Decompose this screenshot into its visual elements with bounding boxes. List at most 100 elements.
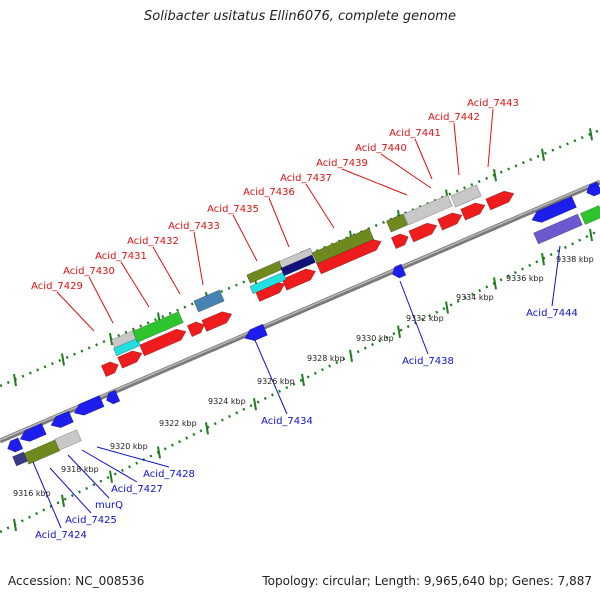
lower-major-tick [493, 277, 497, 290]
bottom-label-leader [399, 280, 429, 355]
lower-major-tick [109, 470, 113, 483]
gene-label-reverse[interactable]: Acid_7424 [35, 530, 87, 541]
feature-steelblue[interactable] [193, 289, 225, 313]
accession-label: Accession: NC_008536 [8, 574, 145, 588]
upper-major-tick [493, 169, 497, 182]
forward-gene-arrow[interactable] [201, 309, 234, 332]
reverse-gene-arrow[interactable] [530, 195, 577, 225]
feature-olive[interactable] [23, 439, 61, 465]
reverse-gene-arrow[interactable] [49, 410, 74, 431]
upper-major-tick [541, 148, 545, 161]
lower-major-tick [253, 397, 257, 411]
scale-tick-label: 9316 kbp [13, 489, 51, 498]
backbone-highlight [0, 180, 600, 441]
reverse-gene-arrow[interactable] [584, 181, 600, 199]
feature-green[interactable] [132, 311, 184, 343]
gene-label-reverse[interactable]: Acid_7427 [111, 484, 163, 495]
lower-major-tick [589, 228, 593, 242]
reverse-gene-arrow[interactable] [104, 389, 121, 406]
gene-label-reverse[interactable]: Acid_7428 [143, 469, 195, 480]
feature-purple[interactable] [533, 213, 583, 245]
top-label-leader [120, 261, 150, 308]
gene-label-forward[interactable]: Acid_7436 [243, 187, 295, 198]
top-label-leader [88, 276, 114, 324]
top-label-leader [380, 153, 432, 189]
scale-tick-label: 9330 kbp [356, 334, 394, 343]
gene-label-forward[interactable]: Acid_7435 [207, 204, 259, 215]
top-label-leader [152, 246, 181, 295]
scale-tick-label: 9322 kbp [159, 419, 197, 428]
feature-olive[interactable] [385, 213, 409, 233]
forward-gene-arrow[interactable] [460, 200, 488, 221]
scale-tick-label: 9336 kbp [506, 274, 544, 283]
top-label-leader [487, 108, 494, 168]
scale-tick-label: 9338 kbp [556, 255, 594, 264]
gene-label-forward[interactable]: Acid_7432 [127, 236, 179, 247]
gene-label-forward[interactable]: Acid_7430 [63, 266, 115, 277]
reverse-gene-arrow[interactable] [243, 323, 268, 344]
feature-gray[interactable] [54, 429, 82, 451]
lower-major-tick [541, 253, 545, 266]
reverse-gene-arrow[interactable] [72, 395, 105, 419]
bottom-label-leader [49, 467, 92, 514]
gene-label-forward[interactable]: Acid_7429 [31, 281, 83, 292]
gene-label-forward[interactable]: Acid_7437 [280, 173, 332, 184]
feature-green[interactable] [580, 205, 600, 225]
gene-label-forward[interactable]: Acid_7442 [428, 112, 480, 123]
top-label-leader [305, 183, 335, 229]
gene-label-forward[interactable]: Acid_7433 [168, 221, 220, 232]
upper-major-tick [109, 332, 113, 346]
bottom-label-leader [551, 245, 561, 307]
forward-gene-arrow[interactable] [186, 319, 206, 338]
scale-tick-label: 9334 kbp [456, 293, 494, 302]
gene-label-reverse[interactable]: Acid_7438 [402, 356, 454, 367]
scale-tick-label: 9328 kbp [307, 354, 345, 363]
feature-olive[interactable] [311, 227, 375, 265]
forward-gene-arrow[interactable] [139, 326, 189, 357]
top-label-leader [193, 231, 204, 286]
forward-gene-arrow[interactable] [390, 231, 410, 250]
feature-gray[interactable] [450, 184, 482, 208]
genome-summary: Topology: circular; Length: 9,965,640 bp… [262, 574, 592, 588]
reverse-gene-arrow[interactable] [5, 437, 24, 455]
forward-gene-arrow[interactable] [100, 359, 120, 378]
top-label-leader [341, 168, 408, 196]
gene-label-forward[interactable]: Acid_7441 [389, 128, 441, 139]
gene-features [5, 181, 600, 467]
top-label-leader [268, 197, 290, 248]
reverse-gene-arrow[interactable] [390, 263, 407, 280]
gene-label-forward[interactable]: Acid_7440 [355, 143, 407, 154]
lower-major-tick [13, 518, 17, 532]
gene-label-forward[interactable]: Acid_7439 [316, 158, 368, 169]
gene-label-reverse[interactable]: Acid_7425 [65, 515, 117, 526]
feature-gray[interactable] [403, 194, 453, 226]
bottom-label-leader [96, 446, 170, 468]
gene-label-reverse[interactable]: Acid_7434 [261, 416, 313, 427]
feature-cyan[interactable] [113, 337, 141, 357]
forward-gene-arrow[interactable] [408, 220, 439, 243]
gene-labels: 9316 kbp 9318 kbp 9320 kbp 9322 kbp 9324 kbp… [13, 98, 594, 541]
gene-label-forward[interactable]: Acid_7431 [95, 251, 147, 262]
bottom-label-leader [81, 449, 138, 483]
gene-label-forward[interactable]: Acid_7443 [467, 98, 519, 109]
lower-major-tick [61, 494, 65, 507]
forward-gene-arrow[interactable] [281, 266, 318, 291]
scale-tick-label: 9318 kbp [61, 465, 99, 474]
top-label-leader [453, 122, 460, 176]
top-label-leader [232, 214, 258, 262]
label-leaders [32, 108, 561, 529]
lower-major-tick [349, 349, 353, 362]
reverse-gene-arrow[interactable] [18, 422, 47, 444]
scale-tick-label: 9320 kbp [110, 442, 148, 451]
forward-gene-arrow[interactable] [437, 210, 465, 231]
scale-tick-label: 9326 kbp [257, 377, 295, 386]
tick-marks [13, 128, 593, 532]
gene-label-reverse[interactable]: murQ [95, 500, 123, 511]
lower-major-tick [205, 422, 209, 435]
gene-label-reverse[interactable]: Acid_7444 [526, 308, 578, 319]
feature-cyan[interactable] [249, 271, 287, 295]
forward-gene-arrow[interactable] [485, 188, 516, 211]
bottom-label-leader [253, 337, 288, 415]
forward-gene-arrow[interactable] [117, 348, 145, 369]
